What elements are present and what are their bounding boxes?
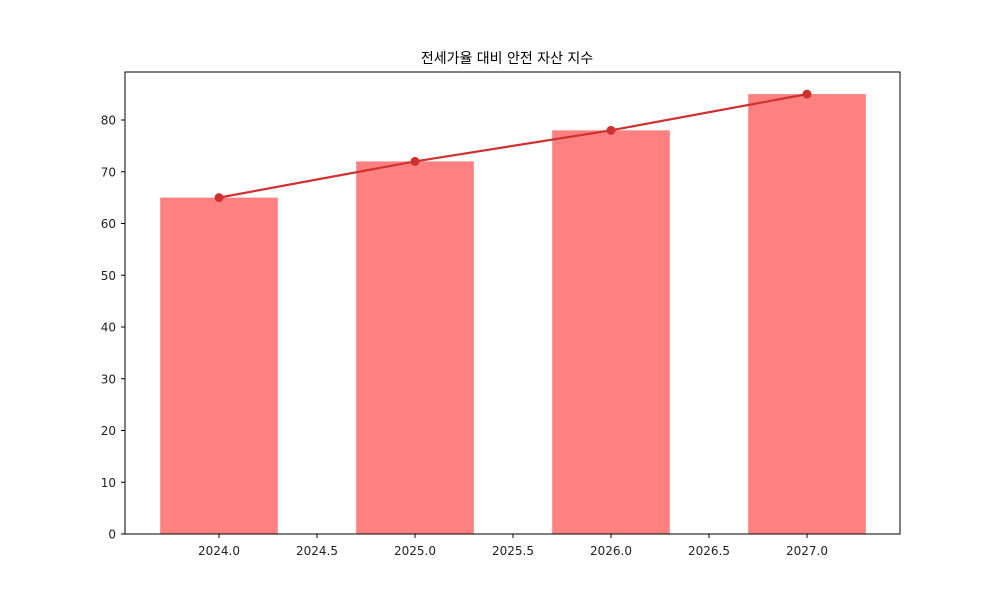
x-tick-label: 2027.0: [786, 544, 828, 558]
bar: [748, 94, 866, 534]
line-marker: [214, 193, 224, 203]
line-marker: [410, 156, 420, 166]
x-tick-label: 2024.5: [296, 544, 338, 558]
y-tick-label: 20: [101, 424, 116, 438]
bar: [552, 130, 670, 534]
x-tick-label: 2026.0: [590, 544, 632, 558]
y-tick-label: 70: [101, 165, 116, 179]
y-tick-label: 10: [101, 476, 116, 490]
x-tick-label: 2026.5: [688, 544, 730, 558]
y-axis: 0 10 20 30 40 50 60 70 80: [101, 114, 125, 542]
line-series: [214, 89, 812, 203]
x-axis: 2024.0 2024.5 2025.0 2025.5 2026.0 2026.5 2027…: [198, 534, 828, 558]
line-marker: [802, 89, 812, 99]
bar-series: [160, 94, 866, 534]
y-tick-label: 60: [101, 217, 116, 231]
y-tick-label: 30: [101, 372, 116, 386]
x-tick-label: 2025.0: [394, 544, 436, 558]
y-tick-label: 50: [101, 269, 116, 283]
x-tick-label: 2024.0: [198, 544, 240, 558]
y-tick-label: 80: [101, 114, 116, 128]
y-tick-label: 40: [101, 321, 116, 335]
line-marker: [606, 125, 616, 135]
x-tick-label: 2025.5: [492, 544, 534, 558]
chart-title: 전세가율 대비 안전 자산 지수: [421, 51, 593, 67]
y-tick-label: 0: [108, 528, 116, 542]
bar: [356, 161, 474, 534]
trend-line: [218, 93, 808, 199]
bar: [160, 197, 278, 534]
